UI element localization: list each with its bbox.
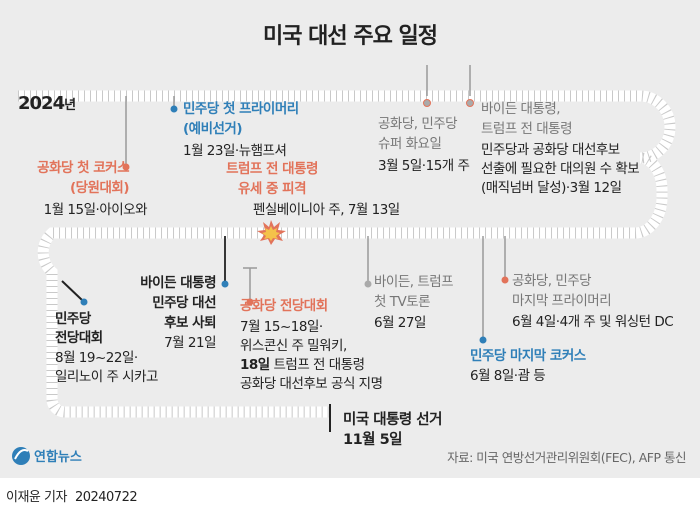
super-tuesday-title1: 공화당, 민주당 (378, 116, 458, 132)
dem-convention-detail1: 8월 19~22일· (55, 350, 138, 366)
super-tuesday-title2: 슈퍼 화요일 (378, 136, 442, 152)
dem-convention-dot (80, 298, 88, 306)
biden-majority-detail2: 선출에 필요한 대의원 수 확보 (481, 161, 640, 177)
super-tuesday-dot (423, 99, 431, 107)
gop-convention-dot (246, 298, 254, 306)
gop-convention-detail1: 7월 15~18일· (240, 319, 323, 335)
biden-majority-title1: 바이든 대통령, (481, 101, 561, 117)
year-suffix: 년 (64, 98, 76, 113)
explosion-icon (257, 220, 286, 245)
biden-withdraw-detail: 7월 21일 (164, 335, 216, 351)
infographic-panel (0, 0, 700, 478)
year-label: 2024년 (18, 93, 76, 114)
biden-majority-title2: 트럼프 전 대통령 (481, 121, 573, 137)
tv-debate-title2: 첫 TV토론 (374, 294, 431, 310)
last-caucus-detail: 6월 8일·괌 등 (470, 368, 546, 384)
gop-caucus-dot (122, 163, 130, 171)
dem-convention-detail2: 일리노이 주 시카고 (55, 369, 158, 385)
dem-primary-detail: 1월 23일·뉴햄프셔 (183, 143, 287, 159)
biden-majority-detail1: 민주당과 공화당 대선후보 (481, 142, 620, 158)
trump-shot-detail: 펜실베이니아 주, 7월 13일 (253, 202, 400, 218)
date: 20240722 (74, 490, 138, 505)
last-caucus-dot (479, 336, 487, 344)
tv-debate-dot (364, 280, 372, 288)
logo-text: 연합뉴스 (34, 449, 82, 465)
last-primary-title1: 공화당, 민주당 (512, 273, 592, 289)
election-date: 11월 5일 (343, 432, 403, 448)
gop-convention-detail3-bold: 18일 (240, 357, 270, 373)
biden-majority-dot (466, 99, 474, 107)
tv-debate-detail: 6월 27일 (374, 315, 426, 331)
biden-majority-detail3: (매직넘버 달성)·3월 12일 (481, 180, 622, 196)
super-tuesday-detail: 3월 5일·15개 주 (378, 158, 470, 174)
biden-withdraw-title3: 후보 사퇴 (164, 315, 216, 331)
last-primary-detail: 6월 4일·4개 주 및 워싱턴 DC (512, 314, 674, 330)
tv-debate-title1: 바이든, 트럼프 (374, 274, 454, 290)
dem-primary-dot (170, 105, 178, 113)
trump-shot-title2: 유세 중 피격 (238, 181, 307, 197)
author: 이재윤 기자 (6, 490, 67, 505)
gop-caucus-detail: 1월 15일·아이오와 (43, 202, 148, 218)
last-primary-dot (501, 276, 509, 284)
biden-withdraw-title1: 바이든 대통령 (140, 275, 216, 291)
dem-convention-title2: 전당대회 (55, 330, 103, 346)
gop-convention-detail4: 공화당 대선후보 공식 지명 (240, 376, 383, 392)
yonhap-logo: 연합뉴스 (12, 447, 82, 465)
year-number: 2024 (18, 93, 65, 114)
timeline-track (18, 65, 676, 432)
gop-convention-detail3: 18일 트럼프 전 대통령 (240, 355, 365, 375)
gop-convention-detail2: 위스콘신 주 밀워키, (240, 338, 347, 354)
gop-convention-detail3-rest: 트럼프 전 대통령 (269, 357, 366, 373)
dem-primary-title1: 민주당 첫 프라이머리 (183, 101, 299, 117)
gop-convention-title: 공화당 전당대회 (240, 298, 328, 314)
trump-shot-title1: 트럼프 전 대통령 (226, 161, 318, 177)
gop-caucus-title2: (당원대회) (69, 180, 130, 196)
source-note: 자료: 미국 연방선거관리위원회(FEC), AFP 통신 (447, 450, 686, 465)
gop-caucus-title1: 공화당 첫 코커스 (37, 160, 129, 176)
dem-convention-title1: 민주당 (55, 311, 91, 327)
last-primary-title2: 마지막 프라이머리 (512, 293, 612, 309)
biden-withdraw-title2: 민주당 대선 (152, 295, 216, 311)
dem-convention-line (61, 280, 83, 301)
page-title: 미국 대선 주요 일정 (263, 24, 438, 49)
biden-withdraw-dot (221, 280, 229, 288)
credit-line: 이재윤 기자 20240722 (6, 486, 145, 505)
timeline-ticks (18, 90, 676, 418)
dem-primary-title2: (예비선거) (183, 121, 243, 137)
election-title: 미국 대통령 선거 (343, 412, 442, 428)
last-caucus-title: 민주당 마지막 코커스 (470, 348, 586, 364)
